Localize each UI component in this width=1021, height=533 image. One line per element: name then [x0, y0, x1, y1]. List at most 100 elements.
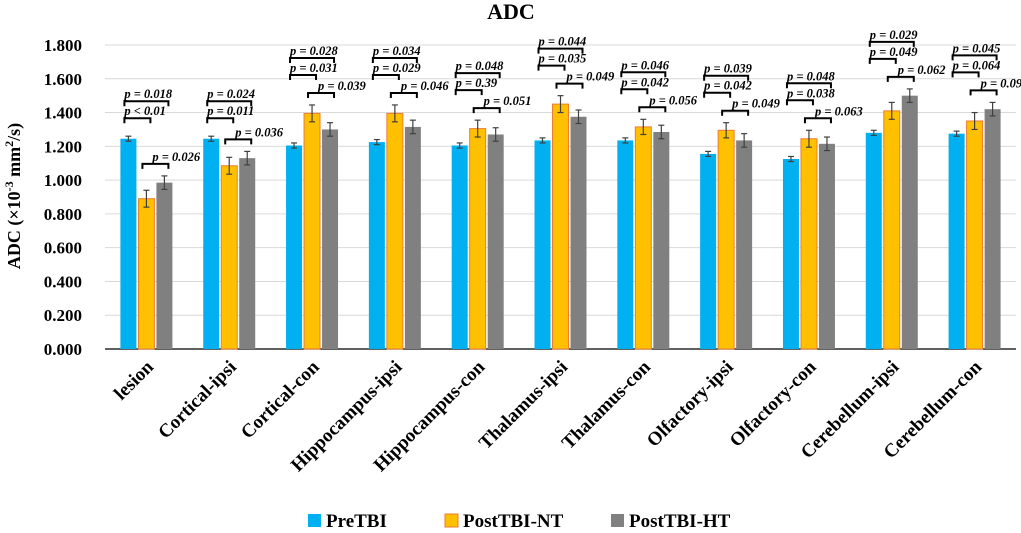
p-bracket-nt-ht	[555, 82, 584, 89]
y-tick-label: 0.200	[44, 306, 82, 325]
p-bracket-pre-nt	[868, 57, 897, 64]
y-tick-labels: 0.000 0.200 0.400 0.600 0.800 1.000 1.200 1.400…	[44, 36, 82, 359]
p-label-pre-nt: p = 0.035	[538, 52, 587, 66]
p-label-pre-ht: p = 0.039	[703, 62, 752, 76]
p-bracket-pre-nt	[289, 73, 318, 80]
p-bracket-nt-ht	[886, 75, 915, 82]
y-tick-label: 0.600	[44, 239, 82, 258]
bar-pretbi	[948, 133, 965, 349]
p-bracket-pre-nt	[951, 71, 980, 78]
p-bracket-pre-ht	[537, 47, 584, 54]
p-label-pre-nt: p = 0.064	[952, 58, 1001, 72]
bar-posttbi-ht	[570, 116, 587, 350]
bar-posttbi-nt	[966, 120, 984, 350]
p-label-nt-ht: p = 0.094	[980, 76, 1021, 90]
bar-posttbi-nt	[469, 128, 487, 350]
bar-posttbi-ht	[736, 140, 753, 349]
bar-posttbi-ht	[156, 182, 173, 349]
p-bracket-nt-ht	[224, 138, 253, 145]
y-tick-label: 1.400	[44, 104, 82, 123]
legend-swatch-pretbi	[308, 514, 321, 527]
p-bracket-nt-ht	[721, 109, 750, 116]
x-tick-label: lesion	[110, 356, 158, 404]
y-tick-label: 1.200	[44, 137, 82, 156]
bar-pretbi	[865, 132, 882, 349]
y-axis-label-exp: -3	[2, 181, 16, 191]
p-bracket-pre-nt	[371, 73, 400, 80]
bar-posttbi-ht	[404, 126, 421, 350]
p-label-nt-ht: p = 0.036	[234, 125, 283, 139]
p-label-pre-nt: p = 0.038	[786, 86, 835, 100]
p-bracket-pre-nt	[454, 89, 483, 96]
p-label-nt-ht: p = 0.063	[814, 104, 863, 118]
y-axis-label-main: ADC (×10	[4, 191, 25, 269]
bar-posttbi-ht	[487, 134, 504, 349]
p-label-nt-ht: p = 0.049	[566, 70, 615, 84]
bar-posttbi-ht	[322, 129, 339, 349]
p-label-pre-ht: p = 0.034	[372, 44, 421, 58]
bar-posttbi-nt	[552, 103, 569, 350]
legend-swatch-posttbi-nt	[444, 513, 459, 528]
p-label-pre-ht: p = 0.045	[952, 41, 1001, 55]
bar-posttbi-ht	[818, 143, 835, 349]
p-label-nt-ht: p = 0.039	[317, 79, 366, 93]
p-bracket-pre-nt	[123, 117, 152, 124]
p-bracket-nt-ht	[969, 89, 998, 96]
p-label-nt-ht: p = 0.062	[897, 63, 946, 77]
p-label-pre-ht: p = 0.024	[206, 87, 255, 101]
bar-pretbi	[617, 140, 634, 349]
bar-pretbi	[368, 142, 385, 349]
y-axis-label-end: /s)	[4, 123, 25, 142]
y-tick-label: 0.400	[44, 272, 82, 291]
bar-posttbi-nt	[220, 165, 238, 350]
bar-posttbi-ht	[984, 109, 1001, 349]
x-tick-labels: lesionCortical-ipsiCortical-conHippocamp…	[110, 356, 986, 476]
y-tick-label: 0.800	[44, 205, 82, 224]
p-label-pre-ht: p = 0.044	[538, 35, 587, 49]
error-bars	[125, 88, 996, 208]
p-bracket-pre-ht	[454, 72, 501, 79]
bar-posttbi-nt	[303, 112, 321, 350]
y-tick-label: 1.800	[44, 36, 82, 55]
p-label-nt-ht: p = 0.026	[151, 150, 200, 164]
p-bracket-pre-ht	[206, 100, 253, 107]
p-bracket-nt-ht	[638, 106, 667, 113]
y-axis-label-exp2: 2	[2, 141, 16, 147]
p-bracket-pre-nt	[620, 88, 649, 95]
y-axis-label-mid: mm	[4, 147, 24, 182]
bar-posttbi-nt	[137, 198, 155, 350]
p-bracket-nt-ht	[472, 107, 501, 114]
p-label-nt-ht: p = 0.056	[648, 93, 697, 107]
p-bracket-pre-ht	[123, 100, 170, 107]
p-label-pre-nt: p = 0.011	[206, 104, 254, 118]
legend-label-pretbi: PreTBI	[326, 511, 387, 532]
p-label-pre-ht: p = 0.018	[123, 87, 172, 101]
bar-pretbi	[120, 138, 137, 349]
p-bracket-nt-ht	[389, 91, 418, 98]
bar-pretbi	[286, 145, 303, 349]
p-bracket-pre-ht	[868, 40, 915, 47]
y-tick-label: 1.600	[44, 70, 82, 89]
p-label-pre-ht: p = 0.029	[869, 28, 918, 42]
chart-title: ADC	[487, 0, 535, 24]
bar-posttbi-nt	[883, 110, 901, 350]
bar-pretbi	[782, 159, 799, 349]
bar-posttbi-nt	[386, 112, 404, 350]
bar-posttbi-nt	[634, 126, 652, 350]
p-label-pre-nt: p = 0.031	[289, 61, 338, 75]
p-label-pre-nt: p = 0.029	[372, 61, 421, 75]
legend-label-posttbi-nt: PostTBI-NT	[463, 511, 564, 532]
p-label-pre-ht: p = 0.048	[786, 69, 835, 83]
bars	[120, 95, 1001, 350]
bar-posttbi-nt	[717, 129, 735, 350]
p-value-brackets: p = 0.026 p < 0.01 p = 0.018 p = 0.036 p = 0…	[123, 28, 1021, 169]
p-bracket-pre-ht	[951, 54, 998, 61]
legend: PreTBI PostTBI-NT PostTBI-HT	[308, 511, 731, 532]
x-tick-label: Olfactory-con	[726, 356, 821, 451]
p-label-pre-ht: p = 0.046	[620, 58, 669, 72]
p-label-pre-nt: p = 0.39	[455, 76, 498, 90]
y-tick-label: 1.000	[44, 171, 82, 190]
y-tick-label: 0.000	[44, 340, 82, 359]
bar-pretbi	[203, 138, 220, 349]
p-label-nt-ht: p = 0.046	[400, 79, 449, 93]
